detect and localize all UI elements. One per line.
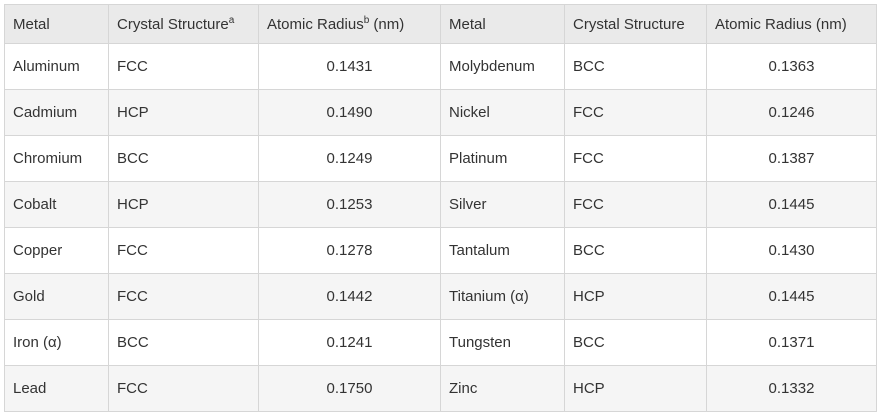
metal-cell: Iron (α) [4, 319, 109, 366]
header-row: Metal Crystal Structurea Atomic Radiusb … [4, 4, 877, 44]
metal-cell: Nickel [440, 89, 565, 136]
structure-cell: BCC [108, 135, 259, 182]
table-row: Aluminum FCC 0.1431 Molybdenum BCC 0.136… [4, 43, 877, 90]
structure-cell: HCP [564, 365, 707, 412]
metal-cell: Aluminum [4, 43, 109, 90]
structure-cell: HCP [108, 89, 259, 136]
structure-cell: BCC [108, 319, 259, 366]
radius-cell: 0.1750 [258, 365, 441, 412]
structure-cell: FCC [108, 227, 259, 274]
footnote-a: a [228, 14, 235, 26]
metal-cell: Cobalt [4, 181, 109, 228]
radius-cell: 0.1387 [706, 135, 877, 182]
structure-cell: FCC [108, 365, 259, 412]
radius-cell: 0.1490 [258, 89, 441, 136]
metal-cell: Tantalum [440, 227, 565, 274]
metal-cell: Lead [4, 365, 109, 412]
structure-cell: FCC [108, 43, 259, 90]
header-metal-2: Metal [440, 4, 565, 44]
radius-cell: 0.1249 [258, 135, 441, 182]
table-row: Cadmium HCP 0.1490 Nickel FCC 0.1246 [4, 89, 877, 136]
header-crystal-structure: Crystal Structurea [108, 4, 259, 44]
metal-cell: Silver [440, 181, 565, 228]
radius-cell: 0.1445 [706, 181, 877, 228]
metal-cell: Tungsten [440, 319, 565, 366]
structure-cell: FCC [564, 135, 707, 182]
metal-cell: Platinum [440, 135, 565, 182]
metal-cell: Titanium (α) [440, 273, 565, 320]
radius-cell: 0.1253 [258, 181, 441, 228]
radius-cell: 0.1445 [706, 273, 877, 320]
structure-cell: FCC [108, 273, 259, 320]
radius-cell: 0.1278 [258, 227, 441, 274]
footnote-b: b [363, 14, 370, 26]
header-crystal-structure-2: Crystal Structure [564, 4, 707, 44]
header-atomic-radius: Atomic Radiusb (nm) [258, 4, 441, 44]
table-row: Gold FCC 0.1442 Titanium (α) HCP 0.1445 [4, 273, 877, 320]
table-row: Copper FCC 0.1278 Tantalum BCC 0.1430 [4, 227, 877, 274]
radius-cell: 0.1241 [258, 319, 441, 366]
radius-cell: 0.1371 [706, 319, 877, 366]
metal-cell: Gold [4, 273, 109, 320]
structure-cell: FCC [564, 181, 707, 228]
radius-cell: 0.1332 [706, 365, 877, 412]
metal-cell: Zinc [440, 365, 565, 412]
metal-cell: Copper [4, 227, 109, 274]
radius-cell: 0.1246 [706, 89, 877, 136]
radius-cell: 0.1442 [258, 273, 441, 320]
radius-cell: 0.1363 [706, 43, 877, 90]
metal-cell: Cadmium [4, 89, 109, 136]
metal-cell: Chromium [4, 135, 109, 182]
metals-table: Metal Crystal Structurea Atomic Radiusb … [4, 4, 877, 412]
table-row: Iron (α) BCC 0.1241 Tungsten BCC 0.1371 [4, 319, 877, 366]
header-metal: Metal [4, 4, 109, 44]
table-row: Chromium BCC 0.1249 Platinum FCC 0.1387 [4, 135, 877, 182]
structure-cell: BCC [564, 227, 707, 274]
header-atomic-radius-2: Atomic Radius (nm) [706, 4, 877, 44]
table-row: Cobalt HCP 0.1253 Silver FCC 0.1445 [4, 181, 877, 228]
metal-cell: Molybdenum [440, 43, 565, 90]
structure-cell: HCP [564, 273, 707, 320]
radius-cell: 0.1431 [258, 43, 441, 90]
table-row: Lead FCC 0.1750 Zinc HCP 0.1332 [4, 365, 877, 412]
structure-cell: BCC [564, 319, 707, 366]
structure-cell: BCC [564, 43, 707, 90]
structure-cell: HCP [108, 181, 259, 228]
structure-cell: FCC [564, 89, 707, 136]
radius-cell: 0.1430 [706, 227, 877, 274]
